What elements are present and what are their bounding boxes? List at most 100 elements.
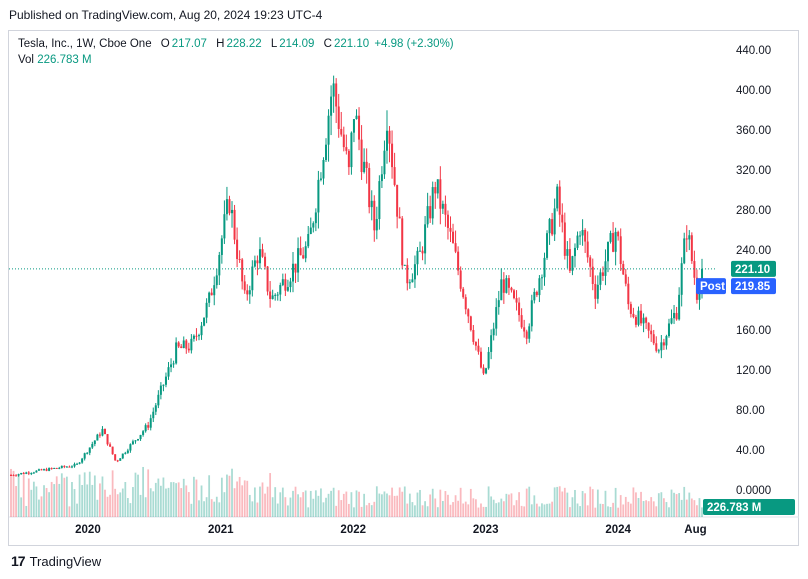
candle-body <box>330 96 333 116</box>
candle-body <box>497 300 500 308</box>
candle-body <box>650 330 653 335</box>
candle-body <box>553 208 556 235</box>
candle-body <box>43 469 46 471</box>
volume-bar <box>137 474 139 517</box>
candle-body <box>439 179 442 209</box>
volume-bar <box>124 481 127 517</box>
candle-body <box>370 200 373 208</box>
candle-body <box>591 266 594 284</box>
candle-body <box>297 248 300 273</box>
candle-body <box>192 335 195 339</box>
candle-body <box>411 279 414 283</box>
volume-bar <box>157 478 160 517</box>
volume-bar <box>297 494 299 517</box>
volume-bar <box>126 498 129 517</box>
volume-bar <box>434 498 437 517</box>
candle-body <box>518 302 521 316</box>
volume-bar <box>139 494 142 517</box>
volume-bar <box>685 499 688 517</box>
candle-body <box>622 264 625 275</box>
candle-body <box>406 264 409 284</box>
volume-bar <box>411 502 414 517</box>
volume-bar <box>421 505 424 517</box>
time-axis-tick: 2020 <box>75 524 101 536</box>
volume-bar <box>43 485 45 517</box>
candle-body <box>424 224 427 254</box>
volume-bar <box>530 504 533 517</box>
candle-body <box>25 472 28 474</box>
volume-bar <box>492 499 495 517</box>
candle-body <box>30 473 33 475</box>
price-axis-tick: 240.00 <box>736 245 771 257</box>
volume-bar <box>55 476 58 517</box>
post-price-text: 219.85 <box>735 281 771 293</box>
candle-body <box>378 181 381 220</box>
volume-bar <box>20 497 23 517</box>
candle-body <box>393 167 396 185</box>
volume-bar <box>650 497 653 517</box>
volume-bar <box>218 502 221 517</box>
volume-bar <box>10 468 12 517</box>
candle-body <box>307 233 310 247</box>
volume-bar <box>696 505 698 517</box>
candle-body <box>548 219 551 234</box>
volume-bar <box>185 485 188 517</box>
volume-bar <box>520 505 523 517</box>
volume-bar <box>25 505 28 517</box>
volume-label: Vol <box>18 54 34 66</box>
time-axis-tick: Aug <box>684 524 706 536</box>
volume-bar <box>203 501 205 517</box>
candle-body <box>640 310 643 324</box>
volume-bar <box>464 501 467 517</box>
volume-bar <box>698 498 701 517</box>
time-axis-tick: 2021 <box>208 524 234 536</box>
candle-body <box>568 249 571 271</box>
candle-body <box>129 444 132 451</box>
volume-bar <box>485 506 487 517</box>
candle-body <box>91 444 94 448</box>
volume-bar <box>429 494 432 517</box>
volume-bar <box>581 491 584 517</box>
volume-bar <box>60 473 63 517</box>
volume-bar <box>586 505 589 517</box>
volume-bar <box>701 507 703 517</box>
volume-bar <box>121 488 124 517</box>
volume-bar <box>497 502 500 517</box>
volume-bar <box>264 493 266 517</box>
volume-bar <box>190 503 193 517</box>
candle-body <box>612 233 615 252</box>
high-value: 228.22 <box>226 38 262 50</box>
volume-bar <box>167 487 170 517</box>
candle-body <box>540 277 543 279</box>
candle-body <box>678 294 681 320</box>
candle-body <box>103 428 107 435</box>
volume-bar <box>683 486 686 517</box>
candle-body <box>459 270 462 289</box>
candle-body <box>479 351 482 368</box>
candle-body <box>70 466 73 468</box>
candle-body <box>642 317 645 324</box>
volume-bar <box>68 506 71 517</box>
volume-bar <box>289 497 292 517</box>
candle-body <box>398 216 401 219</box>
volume-bar <box>457 500 460 517</box>
candle-body <box>474 341 477 346</box>
candle-body <box>693 261 696 278</box>
volume-bar <box>15 486 17 517</box>
time-axis-tick: 2024 <box>605 524 631 536</box>
volume-bar <box>370 505 373 517</box>
volume-bar <box>292 490 294 517</box>
candle-body <box>391 143 394 168</box>
tradingview-logo[interactable]: 17 TradingView <box>11 553 101 569</box>
candle-body <box>276 294 279 296</box>
candle-body <box>446 214 449 228</box>
volume-bar <box>154 482 157 517</box>
candle-body <box>507 278 510 288</box>
volume-bar <box>198 500 200 517</box>
volume-bar <box>363 493 366 517</box>
candle-body <box>157 394 160 406</box>
tradingview-logo-icon: 17 <box>11 553 26 569</box>
candle-body <box>304 246 307 259</box>
candle-body <box>167 367 170 377</box>
